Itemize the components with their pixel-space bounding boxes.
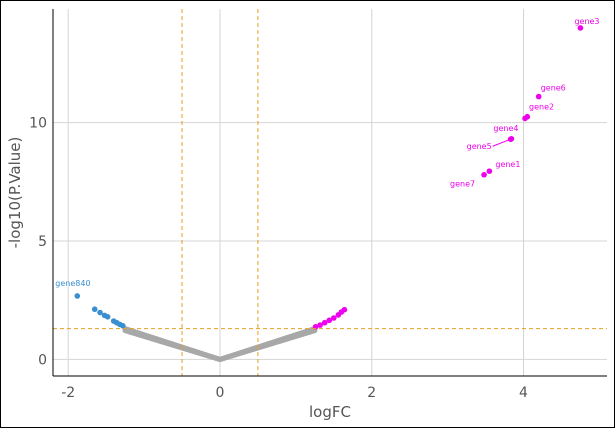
up-point (326, 317, 333, 324)
x-tick-label: 2 (367, 385, 376, 401)
x-axis-title: logFC (309, 403, 351, 421)
point-label-gene4: gene4 (493, 124, 518, 133)
point-label-gene1: gene1 (495, 160, 520, 169)
point-label-gene5: gene5 (467, 142, 492, 151)
point-label-gene6: gene6 (541, 84, 566, 93)
up-point (577, 25, 584, 31)
point-label-gene7: gene7 (450, 180, 475, 189)
y-axis-title: -log10(P.Value) (6, 137, 24, 249)
up-point (341, 306, 348, 313)
up-point (481, 171, 487, 178)
up-point (330, 315, 337, 321)
up-point (486, 168, 493, 174)
down-point (104, 314, 111, 320)
y-tick-label: 0 (38, 352, 47, 368)
down-point (120, 323, 126, 329)
up-point (535, 93, 542, 100)
point-label-gene3: gene3 (574, 17, 599, 26)
y-tick-label: 10 (29, 116, 47, 132)
x-tick-label: 4 (519, 385, 528, 401)
down-point (91, 306, 98, 313)
x-tick-label: -2 (61, 385, 75, 401)
up-point (321, 319, 328, 326)
y-tick-label: 5 (38, 234, 47, 250)
up-point (507, 136, 514, 143)
x-tick-label: 0 (215, 385, 224, 401)
up-point (317, 322, 323, 328)
up-point (524, 113, 531, 120)
label-leader (492, 138, 511, 147)
down-point (97, 309, 103, 316)
down-point (74, 293, 81, 299)
point-label-gene840: gene840 (55, 279, 90, 288)
point-label-gene2: gene2 (529, 102, 554, 111)
